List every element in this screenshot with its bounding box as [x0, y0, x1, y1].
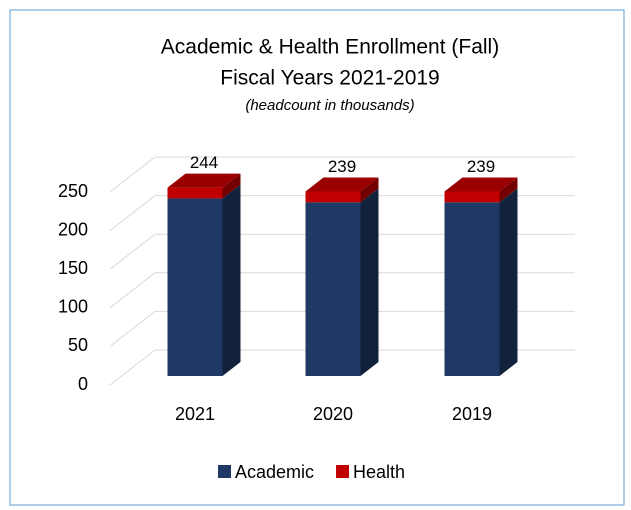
grid-line [109, 349, 575, 386]
total-label: 239 [467, 157, 495, 176]
legend-label: Academic [235, 462, 314, 482]
y-tick-label: 100 [58, 297, 88, 317]
chart-subtitle: Fiscal Years 2021-2019 [220, 67, 440, 90]
x-tick-label: 2021 [175, 404, 215, 424]
x-tick-label: 2020 [313, 404, 353, 424]
chart-note: (headcount in thousands) [245, 97, 414, 114]
bar-side [222, 173, 241, 199]
x-tick-label: 2019 [452, 404, 492, 424]
legend-swatch [336, 465, 350, 478]
grid-line [109, 272, 575, 309]
chart-title: Academic & Health Enrollment (Fall) [161, 36, 499, 59]
bar-side [360, 177, 379, 203]
legend-swatch [218, 465, 231, 478]
bar-side [499, 188, 518, 376]
legend-label: Health [353, 462, 405, 482]
y-tick-label: 250 [58, 181, 88, 201]
bar [444, 191, 500, 203]
bar-top [444, 177, 518, 192]
bar-top [305, 177, 379, 192]
grid-line [109, 310, 575, 347]
bar [167, 187, 223, 199]
total-label: 244 [190, 153, 218, 172]
grid-line [109, 156, 575, 193]
bar-side [360, 188, 379, 376]
y-tick-label: 0 [78, 374, 88, 394]
bar-side [499, 177, 518, 203]
total-label: 239 [328, 157, 356, 176]
y-tick-label: 200 [58, 219, 88, 239]
y-tick-label: 50 [68, 335, 88, 355]
y-tick-label: 150 [58, 258, 88, 278]
bar [305, 191, 361, 203]
grid-line [109, 233, 575, 270]
grid-line [109, 195, 575, 231]
bar [167, 198, 223, 376]
bar [305, 202, 361, 376]
bar [444, 202, 500, 376]
bar-top [167, 173, 241, 188]
bar-side [222, 184, 241, 376]
